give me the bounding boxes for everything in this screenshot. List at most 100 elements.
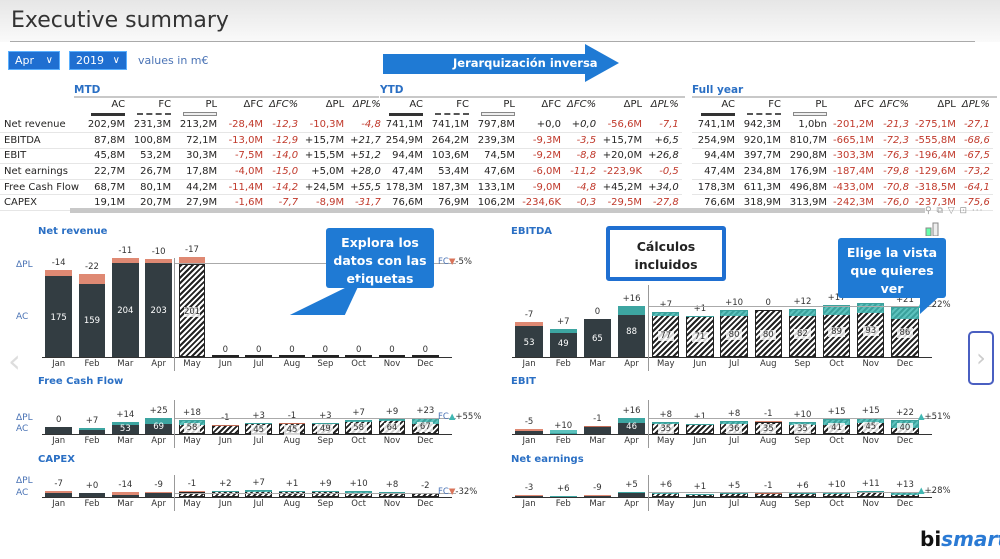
delta-positive-bar[interactable]	[549, 495, 577, 497]
next-page-button[interactable]: ›	[968, 331, 994, 385]
delta-positive-bar[interactable]	[378, 419, 406, 422]
column-header[interactable]: AC	[721, 99, 735, 110]
column-header[interactable]: ΔFC	[854, 99, 874, 110]
delta-positive-bar[interactable]	[857, 418, 885, 424]
column-header[interactable]: ΔFC	[243, 99, 264, 110]
year-dropdown[interactable]: 2019 ∨	[69, 51, 127, 70]
column-header[interactable]: ΔFC%	[567, 99, 597, 110]
forecast-bar[interactable]	[312, 355, 339, 357]
actual-bar[interactable]	[112, 495, 139, 497]
forecast-bar[interactable]	[245, 355, 272, 357]
actual-bar[interactable]	[78, 427, 106, 434]
forecast-bar[interactable]	[412, 355, 439, 357]
actual-bar[interactable]	[78, 492, 106, 497]
table-row[interactable]: 741,1M 942,3M 1,0bn -201,2M -21,3 -275,1M -27,…	[692, 117, 993, 134]
delta-positive-bar[interactable]	[549, 430, 577, 434]
delta-positive-bar[interactable]	[112, 421, 139, 425]
column-header[interactable]: PL	[815, 99, 827, 110]
delta-positive-bar[interactable]	[617, 305, 646, 316]
delta-positive-bar[interactable]	[549, 328, 577, 333]
delta-negative-bar[interactable]	[145, 491, 172, 494]
delta-negative-bar[interactable]	[145, 258, 172, 264]
delta-negative-bar[interactable]	[112, 492, 139, 496]
delta-positive-bar[interactable]	[822, 419, 851, 425]
table-row[interactable]: CAPEX 19,1M 20,7M 27,9M -1,6M -7,7 -8,9M -31,7	[0, 194, 384, 212]
bar-chart-toggle-icon[interactable]	[925, 222, 939, 236]
delta-positive-bar[interactable]	[78, 427, 106, 430]
delta-positive-bar[interactable]	[178, 420, 206, 425]
actual-bar[interactable]	[583, 496, 612, 497]
delta-positive-bar[interactable]	[412, 418, 439, 424]
delta-positive-bar[interactable]	[245, 490, 272, 492]
delta-positive-bar[interactable]	[245, 423, 272, 425]
visual-header-icons[interactable]: ⚲ ⧉ ▽ ⊡ ···	[925, 206, 984, 216]
column-header[interactable]: ΔFC%	[879, 99, 909, 110]
table-scrollbar[interactable]	[70, 208, 925, 213]
column-header[interactable]: ΔPL%	[961, 99, 990, 110]
delta-negative-bar[interactable]	[515, 429, 543, 431]
delta-positive-bar[interactable]	[686, 315, 714, 317]
actual-bar[interactable]	[45, 426, 72, 434]
table-row[interactable]: 94,4M 397,7M 290,8M -303,3M -76,3 -196,4M -67,…	[692, 148, 993, 165]
actual-bar[interactable]	[78, 283, 106, 357]
table-row[interactable]: 47,4M 234,8M 176,9M -187,4M -79,8 -129,6M -73,…	[692, 163, 993, 180]
actual-bar[interactable]	[583, 426, 612, 434]
column-header[interactable]: ΔFC%	[269, 99, 299, 110]
delta-positive-bar[interactable]	[857, 302, 885, 313]
table-row[interactable]: Free Cash Flow 68,7M 80,1M 44,2M -11,4M -14,2…	[0, 179, 384, 196]
delta-positive-bar[interactable]	[720, 310, 748, 317]
delta-positive-bar[interactable]	[345, 491, 372, 493]
table-row[interactable]: Net revenue 202,9M 231,3M 213,2M -28,4M -12,3…	[0, 117, 384, 134]
column-header[interactable]: ΔPL%	[352, 99, 381, 110]
delta-positive-bar[interactable]	[345, 420, 372, 423]
column-header[interactable]: PL	[205, 99, 218, 110]
delta-positive-bar[interactable]	[652, 312, 680, 317]
forecast-bar[interactable]	[278, 355, 306, 357]
table-row[interactable]: 178,3M 187,3M 133,1M -9,0M -4,8 +45,2M +34,0	[380, 179, 682, 196]
table-row[interactable]: 254,9M 920,1M 810,7M -665,1M -72,3 -555,8M -68…	[692, 132, 993, 149]
delta-positive-bar[interactable]	[788, 309, 817, 317]
actual-bar[interactable]	[145, 493, 172, 497]
delta-positive-bar[interactable]	[788, 421, 817, 426]
table-row[interactable]: 94,4M 103,6M 74,5M -9,2M -8,8 +20,0M +26,8	[380, 148, 682, 165]
column-header[interactable]: ΔPL	[937, 99, 956, 110]
delta-negative-bar[interactable]	[45, 269, 72, 277]
delta-positive-bar[interactable]	[378, 491, 406, 494]
delta-positive-bar[interactable]	[822, 305, 851, 316]
forecast-bar[interactable]	[754, 492, 782, 497]
month-dropdown[interactable]: Apr ∨	[8, 51, 60, 70]
delta-positive-bar[interactable]	[652, 421, 680, 425]
delta-negative-bar[interactable]	[178, 256, 206, 265]
actual-bar[interactable]	[583, 319, 612, 357]
actual-bar[interactable]	[112, 263, 139, 357]
forecast-bar[interactable]	[686, 424, 714, 434]
delta-positive-bar[interactable]	[788, 492, 817, 494]
forecast-bar[interactable]	[686, 493, 714, 497]
delta-positive-bar[interactable]	[617, 492, 646, 494]
actual-bar[interactable]	[515, 430, 543, 434]
column-header[interactable]: FC	[158, 99, 172, 110]
delta-positive-bar[interactable]	[312, 490, 339, 493]
actual-bar[interactable]	[45, 492, 72, 497]
prev-page-button[interactable]: ‹	[8, 342, 21, 380]
delta-positive-bar[interactable]	[312, 422, 339, 424]
delta-negative-bar[interactable]	[45, 491, 72, 493]
column-header[interactable]: ΔPL	[623, 99, 643, 110]
forecast-bar[interactable]	[378, 355, 406, 357]
forecast-bar[interactable]	[212, 425, 239, 434]
table-row[interactable]: EBIT 45,8M 53,2M 30,3M -7,5M -14,0 +15,5M +51,2	[0, 148, 384, 165]
delta-negative-bar[interactable]	[112, 257, 139, 263]
forecast-bar[interactable]	[212, 355, 239, 357]
forecast-bar[interactable]	[345, 355, 372, 357]
table-row[interactable]: 178,3M 611,3M 496,8M -433,0M -70,8 -318,5M -64…	[692, 179, 993, 196]
column-header[interactable]: PL	[503, 99, 515, 110]
actual-bar[interactable]	[145, 263, 172, 357]
table-row[interactable]: 741,1M 741,1M 797,8M +0,0 +0,0 -56,6M -7,1	[380, 117, 682, 134]
delta-positive-bar[interactable]	[720, 421, 748, 425]
column-header[interactable]: ΔPL	[325, 99, 345, 110]
delta-negative-bar[interactable]	[583, 494, 612, 497]
column-header[interactable]: FC	[768, 99, 781, 110]
actual-bar[interactable]	[549, 328, 577, 357]
table-row[interactable]: 47,4M 53,4M 47,6M -6,0M -11,2 -223,9K -0,5	[380, 163, 682, 180]
column-header[interactable]: ΔPL%	[650, 99, 679, 110]
